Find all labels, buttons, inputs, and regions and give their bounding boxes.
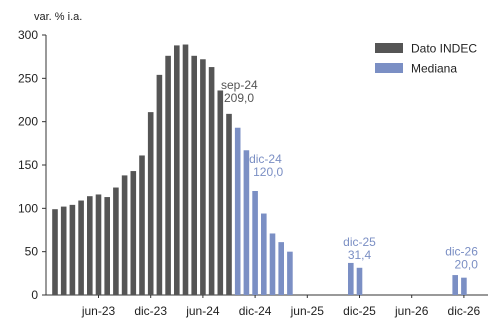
bar-mediana [234,127,241,295]
bar-dato-indec [104,197,110,295]
bar-dato-indec [69,204,76,295]
bar-dato-indec [130,171,137,295]
x-axis: jun-23 dic-23 jun-24 dic-24 jun-25 dic-25 jun-… [81,295,481,318]
annotation-label: dic-24 [249,152,282,166]
x-tick-label: dic-25 [343,304,376,318]
bar-dato-indec [226,113,232,296]
bar-mediana [243,150,250,295]
annotation-value: 20,0 [455,258,479,272]
bar-dato-indec [174,45,180,296]
annotation-label: dic-26 [445,245,478,259]
bar-dato-indec [165,55,171,295]
x-tick-label: jun-25 [290,304,325,318]
bar-mediana [452,275,458,295]
bar-dato-indec [191,55,197,295]
bar-mediana [278,242,284,295]
bar-dato-indec [139,155,145,295]
legend-label: Dato INDEC [411,42,477,56]
bar-dato-indec [95,194,102,295]
x-tick-label: dic-24 [239,304,272,318]
bar-mediana [261,213,267,295]
annotation-label: sep-24 [221,78,258,92]
bar-dato-indec [113,187,119,295]
annotation-label: dic-25 [343,235,376,249]
bar-dato-indec [182,44,189,295]
bar-mediana [252,191,258,295]
bar-dato-indec [87,196,93,295]
legend-swatch [375,63,403,73]
bar-dato-indec [121,175,128,295]
bar-mediana [287,251,293,295]
bar-dato-indec [217,90,224,295]
bar-mediana [356,267,363,295]
x-tick-label: dic-26 [448,304,481,318]
legend: Dato INDEC Mediana [375,42,477,76]
x-tick-label: jun-24 [185,304,220,318]
y-tick-label: 0 [31,288,38,302]
annotation-value: 31,4 [348,248,372,262]
y-unit-label: var. % i.a. [34,11,82,23]
x-tick-label: dic-23 [134,304,167,318]
bar-dato-indec [156,74,163,296]
y-tick-label: 100 [18,201,38,215]
y-tick-label: 250 [18,71,38,85]
legend-swatch [375,43,403,53]
y-tick-label: 50 [25,245,39,259]
annotation-value: 209,0 [224,91,254,105]
bar-dato-indec [208,67,215,295]
y-tick-label: 300 [18,28,38,42]
bar-dato-indec [60,206,67,295]
bar-dato-indec [78,200,84,295]
bar-dato-indec [52,209,58,295]
y-tick-label: 200 [18,115,38,129]
legend-label: Mediana [411,62,457,76]
bar-mediana [461,277,467,295]
y-tick-label: 150 [18,158,38,172]
bar-mediana [348,262,354,295]
x-tick-label: jun-26 [394,304,429,318]
annotation-value: 120,0 [253,165,283,179]
bar-mediana [269,233,276,295]
x-tick-label: jun-23 [81,304,116,318]
y-axis: 0 50 100 150 200 250 300 [18,28,46,302]
bar-dato-indec [147,112,154,295]
bars [52,44,467,296]
bar-dato-indec [200,59,206,295]
